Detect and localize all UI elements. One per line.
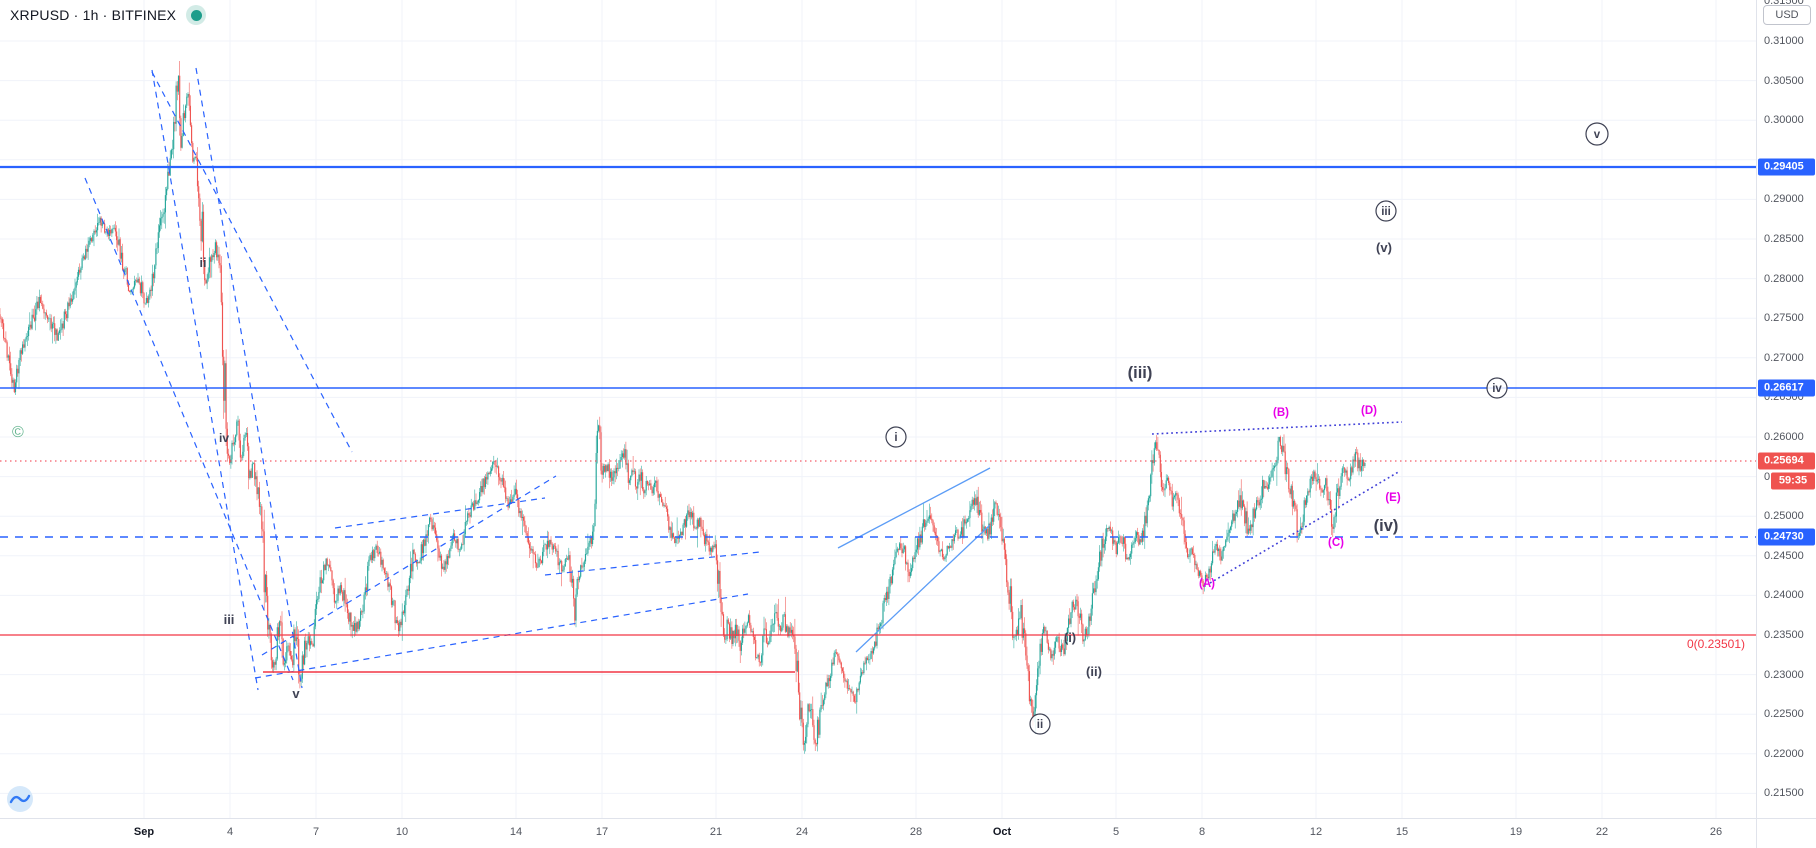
dashed-trendline xyxy=(84,177,294,681)
circled-wave-marker xyxy=(885,426,907,448)
price-tick-label: 0.25000 xyxy=(1764,510,1804,522)
circled-wave-label: i xyxy=(894,432,897,444)
currency-toggle-button[interactable]: USD xyxy=(1763,5,1811,25)
price-level-label: 0(0.23501) xyxy=(1687,637,1745,651)
dashed-trendline xyxy=(254,593,749,679)
time-tick-label: 10 xyxy=(395,826,409,838)
price-tick-label: 0.23000 xyxy=(1764,669,1804,681)
down-candle-bodies xyxy=(0,75,1365,745)
time-tick-label: 19 xyxy=(1509,826,1523,838)
pink-wave-label: (B) xyxy=(1273,407,1289,419)
price-tick-label: 0.27000 xyxy=(1764,352,1804,364)
pink-wave-label: (E) xyxy=(1385,492,1401,504)
pink-wave-label: (A) xyxy=(1199,578,1215,590)
price-tick-label: 0.28500 xyxy=(1764,233,1804,245)
circled-wave-label: v xyxy=(1594,129,1601,141)
time-tick-label: 24 xyxy=(795,826,809,838)
price-tick-label: 0.26000 xyxy=(1764,431,1804,443)
time-tick-label: 22 xyxy=(1595,826,1609,838)
price-axis[interactable]: 0.31500 0.31000 0.30500 0.30000 0.29000 0.285… xyxy=(1756,0,1816,818)
time-tick-label: 8 xyxy=(1198,826,1206,838)
wave-label: v xyxy=(292,686,300,701)
price-tick-label: 0.29000 xyxy=(1764,193,1804,205)
dotted-w wedge-trendline xyxy=(1209,470,1401,584)
wave-label: (i) xyxy=(1064,630,1076,645)
time-tick-label: 12 xyxy=(1309,826,1323,838)
dashed-trendline xyxy=(334,497,546,529)
circled-wave-marker xyxy=(1029,713,1051,735)
dashed-trendline xyxy=(195,67,303,689)
time-tick-label: 15 xyxy=(1395,826,1409,838)
circled-wave-label: ii xyxy=(1037,719,1043,731)
time-tick-label: Oct xyxy=(992,826,1012,838)
price-tick-label: 0.31500 xyxy=(1764,0,1804,7)
dashed-trendline xyxy=(544,551,761,576)
time-tick-label: 21 xyxy=(709,826,723,838)
pink-wave-label: (D) xyxy=(1361,405,1377,417)
symbol-legend[interactable]: XRPUSD · 1h · BITFINEX xyxy=(10,5,207,25)
circled-wave-label: iv xyxy=(1492,383,1502,395)
market-open-indicator xyxy=(190,9,202,21)
time-axis[interactable]: Sep 4 7 10 14 17 21 24 28 Oct 5 8 12 15 19 22 26 xyxy=(0,818,1756,848)
circled-wave-label: iii xyxy=(1381,206,1391,218)
time-tick-label: 7 xyxy=(312,826,320,838)
circled-wave-marker xyxy=(1375,200,1397,222)
time-tick-label: 26 xyxy=(1709,826,1723,838)
circled-wave-marker xyxy=(1585,122,1609,146)
price-tick-label: 0.24500 xyxy=(1764,550,1804,562)
price-badge: 0.29405 xyxy=(1758,158,1815,176)
time-tick-label: 4 xyxy=(226,826,234,838)
dashed-trendline xyxy=(151,69,259,691)
price-tick-label: 0.21500 xyxy=(1764,787,1804,799)
candlestick-chart[interactable]: 0(0.23501)iiiviiiv(i)(ii)(iii)(iv)(v)iii… xyxy=(0,0,1756,818)
price-badge: 0.26617 xyxy=(1758,379,1815,397)
up-candle-bodies xyxy=(7,75,1366,745)
wave-label: (v) xyxy=(1376,240,1392,255)
channel-trendline xyxy=(837,467,991,549)
axis-corner: ⚙ xyxy=(1756,818,1816,848)
price-tick-label: 0.30000 xyxy=(1764,114,1804,126)
market-status-dot-icon xyxy=(186,5,207,25)
price-tick-label: 0.28000 xyxy=(1764,273,1804,285)
price-badge: 0.24730 xyxy=(1758,528,1815,546)
wave-label: iii xyxy=(224,612,235,627)
time-tick-label: Sep xyxy=(133,826,155,838)
circled-wave-marker xyxy=(1486,377,1508,399)
price-tick-label: 0.31000 xyxy=(1764,35,1804,47)
pink-wave-label: (C) xyxy=(1328,537,1344,549)
time-tick-label: 5 xyxy=(1112,826,1120,838)
wave-label: (iii) xyxy=(1128,364,1153,382)
wave-label: ii xyxy=(200,256,207,270)
wave-label: (iv) xyxy=(1374,517,1399,535)
price-tick-label: 0.24000 xyxy=(1764,589,1804,601)
time-tick-label: 14 xyxy=(509,826,523,838)
dotted-w wedge-trendline xyxy=(1151,421,1403,435)
channel-trendline xyxy=(855,524,991,653)
price-tick-label: 0.23500 xyxy=(1764,629,1804,641)
bar-countdown-badge: 59:35 xyxy=(1771,472,1815,490)
price-tick-label: 0.27500 xyxy=(1764,312,1804,324)
dashed-trendline xyxy=(261,475,557,656)
price-tick-label: 0.30500 xyxy=(1764,75,1804,87)
wave-label: (ii) xyxy=(1086,664,1102,679)
tradingview-logo-icon[interactable] xyxy=(6,785,34,813)
symbol-title[interactable]: XRPUSD · 1h · BITFINEX xyxy=(10,7,177,23)
price-badge: 0.25694 xyxy=(1758,452,1815,470)
down-candle-wicks xyxy=(0,61,1364,751)
price-tick-label: 0.22500 xyxy=(1764,708,1804,720)
price-tick-label: 0.22000 xyxy=(1764,748,1804,760)
wave-label: iv xyxy=(219,431,229,445)
up-candle-wicks xyxy=(8,75,1366,754)
time-tick-label: 28 xyxy=(909,826,923,838)
copyright-icon: © xyxy=(12,424,24,441)
chart-pane[interactable]: 0(0.23501) ii iv iii v (i) (ii) (iii) (iv) (v) i ii… xyxy=(0,0,1756,818)
time-tick-label: 17 xyxy=(595,826,609,838)
